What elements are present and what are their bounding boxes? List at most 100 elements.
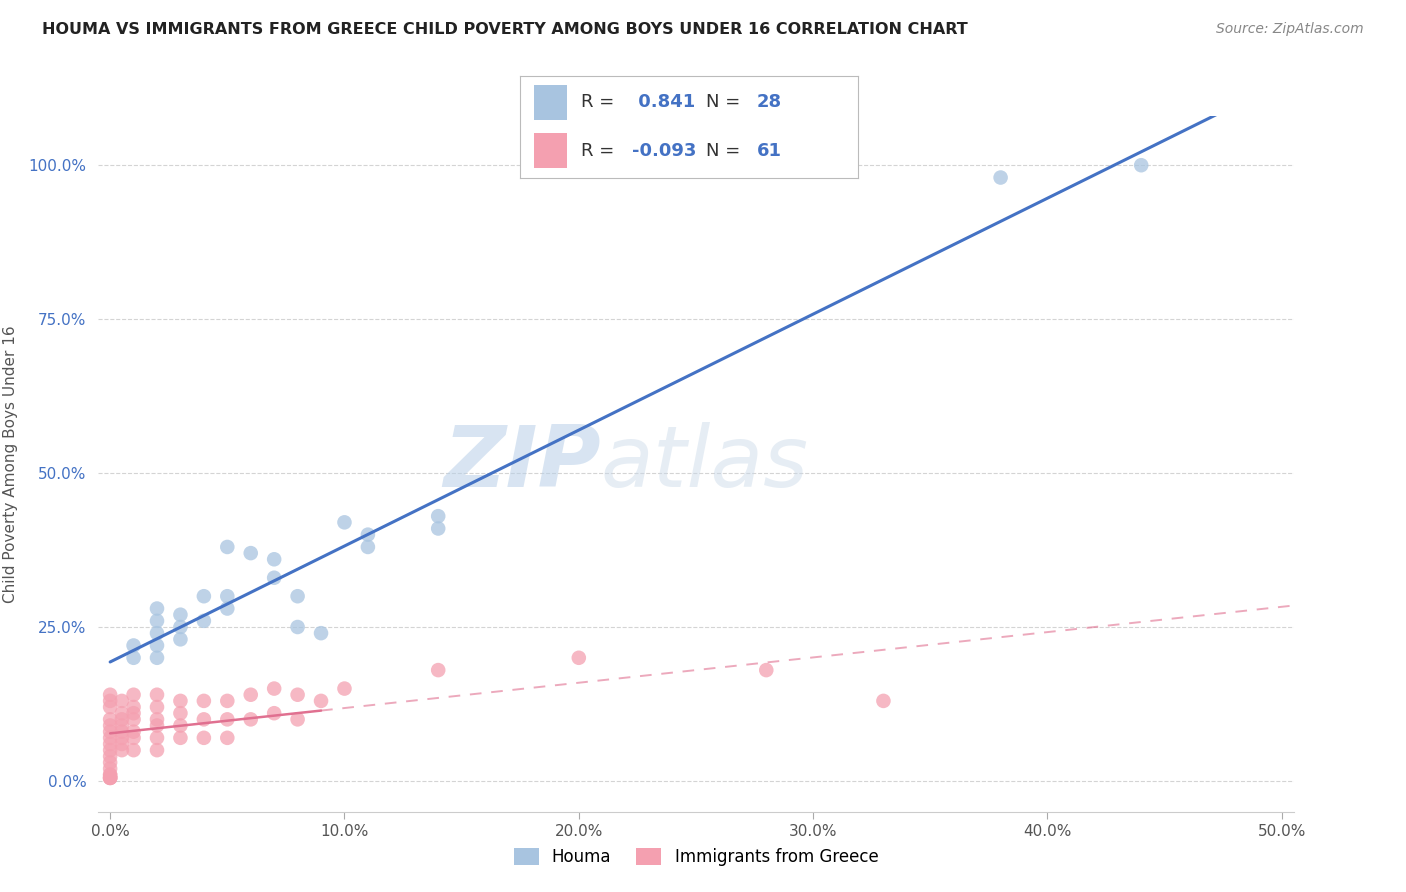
Point [193, 712, 215, 726]
Point [111, 724, 134, 739]
Point [111, 712, 134, 726]
Point [111, 694, 134, 708]
Point [111, 706, 134, 721]
Point [217, 601, 239, 615]
Point [357, 527, 380, 541]
Point [98, 749, 121, 764]
Point [427, 509, 450, 524]
Point [146, 639, 169, 653]
Point [169, 632, 191, 647]
Point [122, 731, 145, 745]
Point [169, 731, 191, 745]
Point [122, 724, 145, 739]
Text: HOUMA VS IMMIGRANTS FROM GREECE CHILD POVERTY AMONG BOYS UNDER 16 CORRELATION CH: HOUMA VS IMMIGRANTS FROM GREECE CHILD PO… [42, 22, 967, 37]
Point [333, 681, 356, 696]
Point [217, 694, 239, 708]
Text: Source: ZipAtlas.com: Source: ZipAtlas.com [1216, 22, 1364, 37]
Point [146, 743, 169, 757]
Point [98, 724, 121, 739]
Text: R =: R = [581, 94, 620, 112]
Point [217, 589, 239, 603]
Point [98, 718, 121, 732]
Point [217, 731, 239, 745]
Text: atlas: atlas [600, 422, 808, 506]
Point [98, 768, 121, 782]
Point [98, 688, 121, 702]
Point [169, 718, 191, 732]
Point [287, 620, 309, 634]
Point [309, 626, 332, 640]
Point [122, 650, 145, 665]
Text: ZIP: ZIP [443, 422, 600, 506]
Point [427, 521, 450, 535]
Point [98, 694, 121, 708]
Point [146, 650, 169, 665]
Text: N =: N = [706, 142, 745, 160]
Text: 61: 61 [756, 142, 782, 160]
Point [217, 540, 239, 554]
Point [990, 170, 1012, 185]
Point [755, 663, 778, 677]
Point [146, 626, 169, 640]
Point [193, 694, 215, 708]
Point [1130, 158, 1153, 172]
Text: -0.093: -0.093 [631, 142, 696, 160]
Point [309, 694, 332, 708]
Text: R =: R = [581, 142, 620, 160]
Point [193, 731, 215, 745]
Point [122, 688, 145, 702]
Point [287, 688, 309, 702]
Point [193, 614, 215, 628]
Point [98, 768, 121, 782]
Point [146, 614, 169, 628]
Point [217, 712, 239, 726]
Point [239, 688, 262, 702]
Point [98, 700, 121, 714]
Point [169, 706, 191, 721]
Legend: Houma, Immigrants from Greece: Houma, Immigrants from Greece [506, 841, 886, 873]
Text: 28: 28 [756, 94, 782, 112]
Text: N =: N = [706, 94, 745, 112]
Point [111, 737, 134, 751]
FancyBboxPatch shape [534, 133, 568, 168]
Point [263, 706, 285, 721]
Y-axis label: Child Poverty Among Boys Under 16: Child Poverty Among Boys Under 16 [3, 325, 17, 603]
Point [111, 743, 134, 757]
Point [98, 762, 121, 776]
Point [122, 743, 145, 757]
Point [98, 743, 121, 757]
Point [98, 771, 121, 785]
Point [98, 771, 121, 785]
Point [146, 731, 169, 745]
Point [239, 546, 262, 560]
Point [122, 706, 145, 721]
Point [122, 712, 145, 726]
Point [263, 571, 285, 585]
Point [263, 552, 285, 566]
Point [146, 601, 169, 615]
Point [111, 731, 134, 745]
Point [146, 712, 169, 726]
Point [98, 771, 121, 785]
Point [98, 731, 121, 745]
Point [427, 663, 450, 677]
Point [333, 516, 356, 530]
Point [122, 700, 145, 714]
Point [146, 688, 169, 702]
Point [98, 756, 121, 770]
Point [287, 712, 309, 726]
Point [169, 620, 191, 634]
Point [193, 589, 215, 603]
Point [146, 700, 169, 714]
Point [239, 712, 262, 726]
Point [98, 771, 121, 785]
FancyBboxPatch shape [534, 85, 568, 120]
Text: 0.841: 0.841 [631, 94, 695, 112]
Point [263, 681, 285, 696]
Point [357, 540, 380, 554]
Point [122, 639, 145, 653]
Point [872, 694, 894, 708]
Point [169, 694, 191, 708]
Point [111, 718, 134, 732]
Point [146, 718, 169, 732]
